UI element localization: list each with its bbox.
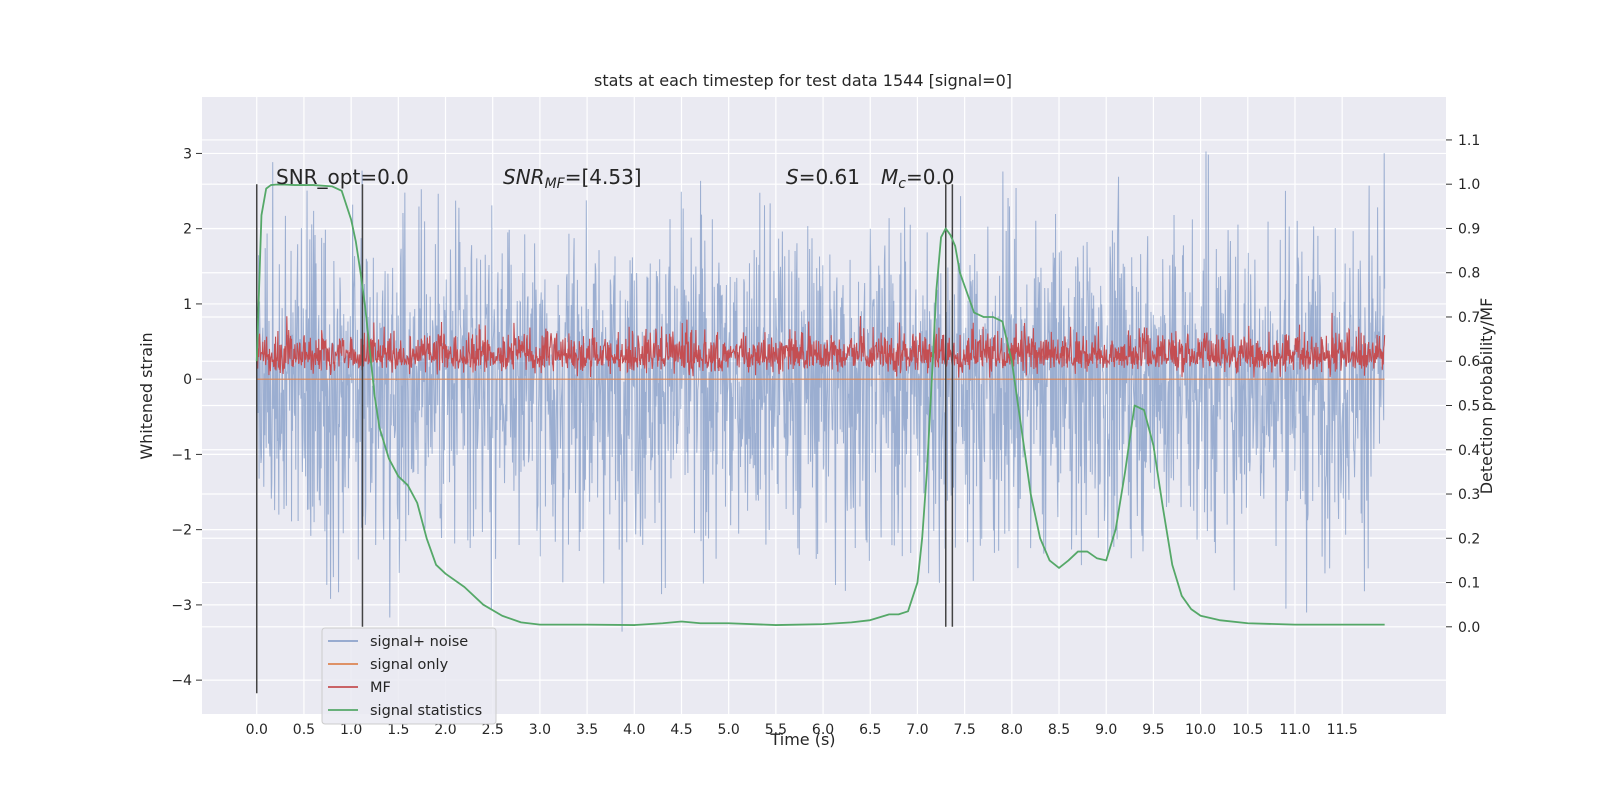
y-left-tick-label: −1 [171, 447, 192, 463]
y-right-tick-label: 0.9 [1458, 221, 1480, 237]
y-right-tick-label: 0.2 [1458, 531, 1480, 547]
x-tick-label: 4.0 [623, 722, 645, 738]
vertical-markers [255, 184, 954, 694]
annotation-mc: Mc=0.0 [881, 165, 955, 192]
y-axis-right-label: Detection probability/MF [1477, 298, 1496, 495]
y-right-tick-label: 0.3 [1458, 487, 1480, 503]
legend-label-signal-statistics: signal statistics [370, 703, 482, 719]
annotation-s: S=0.61 [786, 165, 860, 189]
x-tick-label: 10.5 [1232, 722, 1263, 738]
s-symbol: S [786, 165, 799, 189]
x-tick-label: 1.5 [387, 722, 409, 738]
x-tick-label: 5.0 [718, 722, 740, 738]
legend-label-mf: MF [370, 680, 391, 696]
y-left-tick-label: −4 [171, 673, 192, 689]
y-right-tick-label: 0.7 [1458, 310, 1480, 326]
y-right-tick-label: 0.5 [1458, 399, 1480, 415]
y-right-tick-label: 0.8 [1458, 266, 1480, 282]
x-tick-label: 8.0 [1001, 722, 1023, 738]
x-tick-label: 6.0 [812, 722, 834, 738]
snr-mf-value: =[4.53] [565, 165, 642, 189]
legend-label-signal-noise: signal+ noise [370, 634, 468, 650]
x-tick-label: 3.0 [529, 722, 551, 738]
x-tick-label: 3.5 [576, 722, 598, 738]
annotation-snr-opt: SNR_opt=0.0 [276, 165, 409, 189]
y-right-tick-label: 1.1 [1458, 133, 1480, 149]
x-tick-label: 2.0 [434, 722, 456, 738]
x-tick-label: 6.5 [859, 722, 881, 738]
y-left-tick-label: 0 [183, 372, 192, 388]
y-right-tick-label: 0.6 [1458, 354, 1480, 370]
grid [202, 97, 1446, 714]
x-tick-label: 0.0 [246, 722, 268, 738]
x-tick-label: 11.0 [1279, 722, 1310, 738]
y-left-tick-label: 1 [183, 297, 192, 313]
y-left-tick-label: −2 [171, 523, 192, 539]
mc-value: =0.0 [906, 165, 955, 189]
x-axis-label: Time (s) [769, 730, 835, 749]
x-tick-label: 7.5 [954, 722, 976, 738]
x-tick-label: 2.5 [482, 722, 504, 738]
x-tick-label: 10.0 [1185, 722, 1216, 738]
y-axis-left-label: Whitened strain [137, 332, 156, 459]
x-tick-label: 8.5 [1048, 722, 1070, 738]
mc-symbol: M [881, 165, 898, 189]
signal-noise-series [256, 151, 1386, 632]
x-tick-label: 4.5 [670, 722, 692, 738]
y-right-tick-label: 0.4 [1458, 443, 1480, 459]
x-tick-label: 9.0 [1095, 722, 1117, 738]
mc-subscript: c [898, 176, 906, 192]
mf-line [256, 312, 1386, 378]
x-tick-label: 5.5 [765, 722, 787, 738]
s-value: =0.61 [799, 165, 860, 189]
x-tick-label: 9.5 [1142, 722, 1164, 738]
annotation-snr-mf: SNRMF=[4.53] [503, 165, 642, 192]
snr-mf-subscript: MF [545, 176, 566, 192]
x-tick-label: 11.5 [1327, 722, 1358, 738]
y-right-tick-label: 0.0 [1458, 620, 1480, 636]
snr-mf-symbol: SNR [503, 165, 545, 189]
legend: signal+ noise signal only MF signal stat… [321, 627, 497, 725]
legend-box [321, 627, 497, 725]
chart-title: stats at each timestep for test data 154… [594, 71, 1012, 90]
signal-statistics-series [255, 183, 1385, 626]
legend-label-signal-only: signal only [370, 657, 449, 673]
x-tick-label: 0.5 [293, 722, 315, 738]
y-left-tick-label: 3 [183, 146, 192, 162]
signal-noise-line [256, 151, 1386, 632]
y-right-tick-label: 0.1 [1458, 576, 1480, 592]
x-tick-label: 1.0 [340, 722, 362, 738]
y-right-tick-label: 1.0 [1458, 177, 1480, 193]
mf-series [256, 312, 1386, 378]
axes: 0.0 0.5 1.0 1.5 2.0 2.5 3.0 3.5 4.0 4.5 5.0 5.5 6.0 6… [171, 133, 1480, 738]
y-left-tick-label: −3 [171, 598, 192, 614]
y-left-tick-label: 2 [183, 222, 192, 238]
x-tick-label: 7.0 [906, 722, 928, 738]
signal-statistics-line [255, 183, 1385, 626]
